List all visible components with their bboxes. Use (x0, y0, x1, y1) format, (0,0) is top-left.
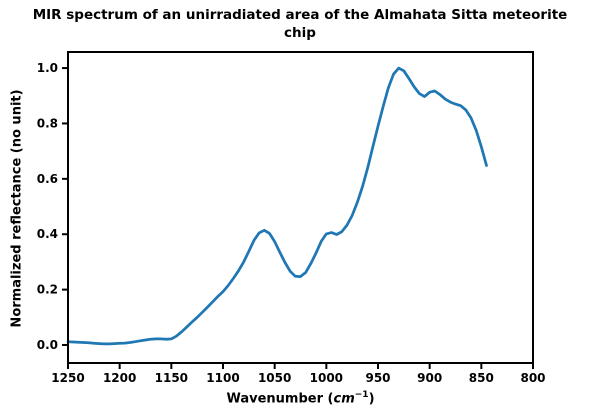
y-tick-label: 0.6 (37, 172, 58, 186)
chart-title-line1: MIR spectrum of an unirradiated area of … (32, 7, 568, 23)
x-tick-label: 1000 (310, 371, 343, 385)
x-tick-label: 1100 (206, 371, 239, 385)
y-tick-label: 0.0 (37, 338, 58, 352)
x-tick-label: 900 (417, 371, 442, 385)
chart-title: MIR spectrum of an unirradiated area of … (0, 6, 600, 42)
y-axis-ticks: 0.0 0.2 0.4 0.6 0.8 1.0 (37, 61, 68, 352)
x-tick-label: 1200 (103, 371, 136, 385)
y-axis-label: Normalized reflectance (no unit) (9, 89, 25, 328)
y-tick-label: 0.2 (37, 283, 58, 297)
y-tick-label: 1.0 (37, 61, 58, 75)
axes-frame (67, 51, 534, 364)
x-tick-label: 1150 (155, 371, 188, 385)
x-axis-ticks: 1250 1200 1150 1100 1050 1000 950 900 850 800 (51, 363, 546, 385)
y-tick-label: 0.4 (37, 227, 58, 241)
chart-title-line2: chip (284, 25, 316, 41)
x-axis-label: Wavenumber (cm−1) (226, 390, 375, 407)
x-tick-label: 950 (365, 371, 390, 385)
x-tick-label: 1250 (51, 371, 84, 385)
x-tick-label: 1050 (258, 371, 291, 385)
spectrum-curve (66, 66, 488, 346)
x-tick-label: 800 (520, 371, 545, 385)
x-tick-label: 850 (469, 371, 494, 385)
y-tick-label: 0.8 (37, 116, 58, 130)
